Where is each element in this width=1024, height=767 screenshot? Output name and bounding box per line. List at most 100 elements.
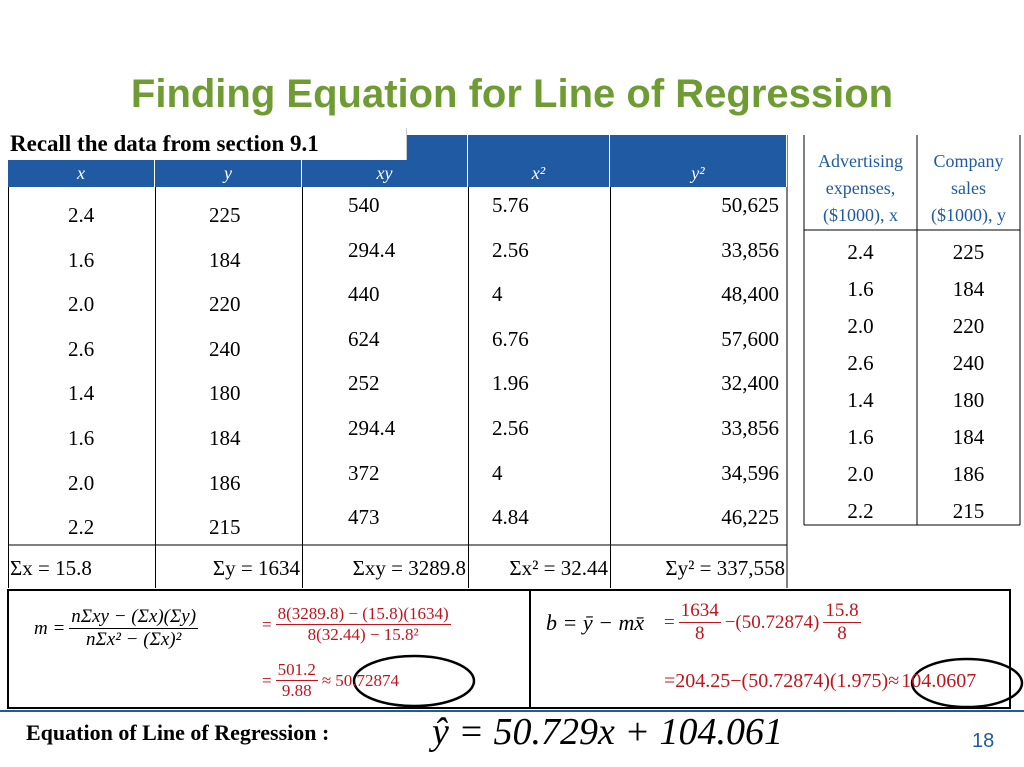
- side-cell: 2.0: [847, 462, 874, 486]
- sum-cell: Σy = 1634: [212, 556, 300, 580]
- cell: 2.2: [68, 515, 95, 540]
- cell: 180: [209, 381, 241, 406]
- cell: 2.0: [68, 470, 95, 495]
- cell: 1.4: [68, 381, 95, 406]
- cell: 2.56: [492, 237, 529, 262]
- cell: 184: [209, 426, 241, 450]
- m-step2: = 501.2 9.88 ≈ 50.72874: [262, 660, 399, 701]
- side-cell: 2.6: [847, 351, 874, 375]
- m-step2-numerator: 501.2: [275, 660, 318, 681]
- m-step1-numerator: 8(3289.8) − (15.8)(1634): [275, 604, 451, 625]
- cell: 2.56: [492, 416, 529, 440]
- side-cell: 1.6: [847, 277, 874, 301]
- b-lhs: b = ȳ − mx̄: [546, 610, 645, 635]
- cell: 440: [348, 282, 380, 307]
- cell: 57,600: [721, 326, 779, 351]
- side-header: Company sales ($1000), y: [931, 151, 1006, 225]
- cell: 2.6: [68, 336, 95, 361]
- cell: 1.96: [492, 371, 529, 396]
- b-num1: 1634: [678, 600, 721, 623]
- m-step1-denominator: 8(32.44) − 15.8²: [307, 625, 419, 644]
- column-line: [8, 187, 155, 588]
- cell: 4.84: [492, 505, 529, 530]
- eq: =: [262, 614, 272, 634]
- header-cell: x²: [468, 135, 610, 187]
- eq: =: [664, 611, 675, 633]
- column-line: [468, 187, 610, 588]
- column-line: [610, 187, 787, 588]
- sum-cell: Σy² = 337,558: [665, 556, 785, 580]
- cell: 48,400: [721, 282, 779, 307]
- sum-cell: Σxy = 3289.8: [352, 556, 466, 580]
- cell: 186: [209, 470, 241, 495]
- cell: 2.4: [68, 203, 95, 227]
- equation: ŷ = 50.729x + 104.061: [432, 711, 784, 753]
- page-number: 18: [972, 730, 995, 752]
- side-cell: 184: [952, 277, 985, 301]
- m-lhs: m =: [34, 617, 66, 639]
- column-line: [302, 187, 468, 588]
- cell: 4: [492, 460, 503, 485]
- m-result: 50.72874: [335, 670, 399, 690]
- side-cell: 1.4: [847, 388, 874, 412]
- cell: 294.4: [348, 237, 396, 262]
- side-cell: 184: [952, 425, 985, 449]
- b-den1: 8: [694, 623, 705, 644]
- cell: 32,400: [721, 371, 779, 396]
- side-cell: 180: [952, 388, 985, 412]
- subtitle: Recall the data from section 9.1: [8, 128, 407, 160]
- m-formula: m = nΣxy − (Σx)(Σy) nΣx² − (Σx)²: [34, 606, 199, 651]
- title: Finding Equation for Line of Regression: [130, 72, 894, 116]
- side-cell: 220: [952, 314, 985, 338]
- cell: 473: [348, 505, 380, 530]
- eq: =: [262, 670, 272, 690]
- cell: 50,625: [721, 193, 779, 217]
- cell: 294.4: [348, 416, 396, 440]
- b-step1: = 1634 8 −(50.72874) 15.8 8: [664, 600, 861, 645]
- cell: 240: [209, 336, 241, 361]
- side-cell: 2.0: [847, 314, 874, 338]
- side-cell: 225: [952, 240, 985, 264]
- cell: 372: [348, 460, 380, 485]
- side-cell: 215: [952, 499, 985, 523]
- cell: 5.76: [492, 193, 529, 217]
- side-cell: 186: [952, 462, 985, 486]
- cell: 33,856: [721, 237, 779, 262]
- side-cell: 2.4: [847, 240, 874, 264]
- cell: 1.6: [68, 426, 95, 450]
- m-step2-denominator: 9.88: [281, 681, 312, 700]
- cell: 4: [492, 282, 503, 307]
- approx: ≈: [321, 670, 332, 690]
- side-header: Advertising expenses, ($1000), x: [818, 151, 903, 225]
- side-cell: 2.2: [847, 499, 874, 523]
- b-middle: −(50.72874): [724, 611, 820, 633]
- equation-label: Equation of Line of Regression :: [26, 720, 330, 745]
- m-denominator: nΣx² − (Σx)²: [86, 629, 182, 650]
- header-cell: y²: [610, 135, 787, 187]
- m-step1: = 8(3289.8) − (15.8)(1634) 8(32.44) − 15.…: [262, 604, 451, 645]
- cell: 220: [209, 292, 241, 317]
- side-cell: 1.6: [847, 425, 874, 449]
- cell: 6.76: [492, 326, 529, 351]
- sum-cell: Σx = 15.8: [10, 556, 92, 580]
- b-num2: 15.8: [823, 600, 861, 623]
- cell: 252: [348, 371, 380, 396]
- cell: 540: [348, 193, 380, 217]
- column-line: [155, 187, 302, 588]
- cell: 184: [209, 247, 241, 272]
- m-numerator: nΣxy − (Σx)(Σy): [69, 606, 199, 629]
- cell: 2.0: [68, 292, 95, 317]
- cell: 215: [209, 515, 241, 540]
- b-result: 104.0607: [901, 670, 977, 692]
- cell: 225: [209, 203, 241, 227]
- cell: 624: [348, 326, 380, 351]
- sum-cell: Σx² = 32.44: [509, 556, 608, 580]
- b-den2: 8: [837, 623, 847, 644]
- side-cell: 240: [952, 351, 985, 375]
- cell: 46,225: [721, 505, 779, 530]
- cell: 34,596: [721, 460, 779, 485]
- cell: 33,856: [721, 416, 779, 440]
- cell: 1.6: [68, 247, 95, 272]
